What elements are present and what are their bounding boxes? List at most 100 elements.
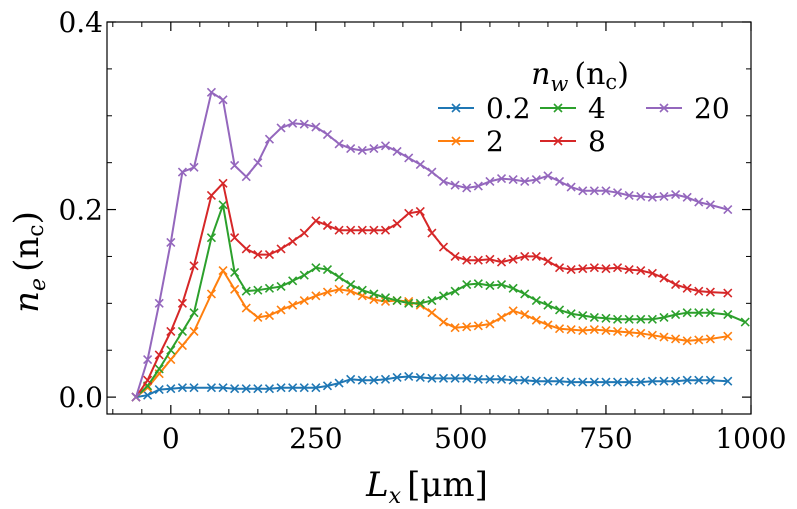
data-point <box>705 200 715 210</box>
data-point <box>671 310 681 320</box>
data-point <box>520 310 530 320</box>
data-point <box>612 377 623 387</box>
data-point <box>612 188 623 198</box>
data-point <box>705 308 715 318</box>
data-point <box>241 244 251 254</box>
data-point <box>288 276 298 286</box>
series-0.2 <box>131 371 733 402</box>
data-point <box>496 257 507 267</box>
data-point <box>636 191 646 201</box>
plot-frame <box>106 21 752 415</box>
data-point <box>543 320 553 330</box>
data-point <box>589 263 599 273</box>
data-point <box>601 377 611 387</box>
data-point <box>380 374 391 384</box>
data-point <box>566 182 576 192</box>
data-point <box>230 284 240 294</box>
axis-ticks: 0 250 500 750 1000 0.0 0.2 0.4 <box>58 6 786 455</box>
data-point <box>299 270 309 280</box>
data-point <box>241 172 251 182</box>
data-point <box>636 377 646 387</box>
data-point <box>496 280 507 290</box>
y-axis-label: ne(nc) <box>7 211 51 313</box>
data-point <box>154 385 164 395</box>
data-point <box>206 383 216 393</box>
data-point <box>520 176 530 186</box>
data-point <box>682 336 692 346</box>
data-point <box>450 286 460 296</box>
data-point <box>520 251 530 262</box>
data-point <box>311 216 321 226</box>
x-tick-label: 0 <box>162 422 180 455</box>
data-point <box>334 272 344 282</box>
data-point <box>404 298 414 308</box>
data-point <box>508 375 518 385</box>
data-point <box>206 190 216 201</box>
data-point <box>253 158 263 168</box>
data-point <box>369 289 379 299</box>
data-point <box>705 334 715 344</box>
data-point <box>450 323 460 333</box>
legend-marker <box>659 103 669 113</box>
data-point <box>601 313 611 323</box>
data-point <box>276 123 286 133</box>
data-point <box>189 383 199 393</box>
data-point <box>392 219 402 229</box>
x-tick-label: 500 <box>434 422 487 455</box>
data-point <box>543 300 553 310</box>
data-point <box>276 305 286 315</box>
data-point <box>554 376 565 386</box>
data-point <box>636 328 646 338</box>
data-point <box>218 200 228 210</box>
data-point <box>218 265 228 276</box>
data-point <box>369 375 379 385</box>
data-point <box>485 374 495 384</box>
series-20 <box>131 87 733 402</box>
data-point <box>369 225 379 235</box>
data-point <box>496 174 507 184</box>
data-point <box>578 377 588 387</box>
data-point <box>496 312 507 322</box>
data-point <box>705 287 715 297</box>
data-point <box>230 160 240 171</box>
plot-series <box>131 87 750 402</box>
data-point <box>450 373 460 383</box>
data-point <box>346 280 356 290</box>
y-tick-label: 0.2 <box>58 194 103 227</box>
data-point <box>177 167 187 177</box>
legend-entry: 4 <box>540 92 606 125</box>
data-point <box>601 264 611 274</box>
data-point <box>357 145 367 156</box>
data-point <box>554 324 565 334</box>
data-point <box>462 255 472 265</box>
legend-title: nw (nc) <box>531 57 629 96</box>
data-point <box>241 286 251 296</box>
data-point <box>415 206 425 217</box>
data-point <box>299 383 309 393</box>
data-point <box>624 265 634 275</box>
data-point <box>241 384 251 394</box>
data-point <box>578 186 588 196</box>
legend-entries: 0.22 48 20 <box>438 92 730 158</box>
data-point <box>723 204 733 215</box>
data-point <box>612 314 623 324</box>
data-point <box>288 300 298 310</box>
x-tick-label: 750 <box>579 422 632 455</box>
legend: nw (nc) 0.22 48 20 <box>438 57 730 158</box>
data-point <box>612 326 623 337</box>
data-point <box>531 315 541 325</box>
data-point <box>166 326 176 337</box>
legend-marker <box>451 103 461 113</box>
series-line <box>135 203 746 398</box>
data-point <box>473 321 483 331</box>
data-point <box>253 312 263 322</box>
data-point <box>473 181 483 191</box>
data-point <box>206 233 216 243</box>
data-point <box>177 383 187 393</box>
data-point <box>723 376 733 386</box>
data-point <box>589 325 599 335</box>
data-point <box>647 376 657 386</box>
data-point <box>647 192 657 202</box>
data-point <box>659 332 669 342</box>
